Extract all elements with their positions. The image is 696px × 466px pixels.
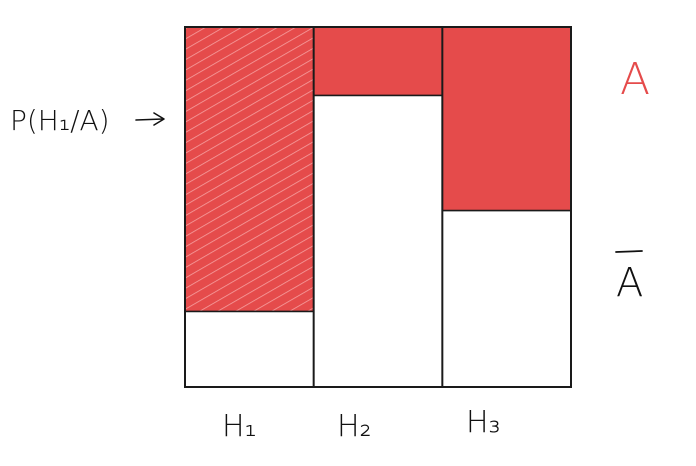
h1-hatch-region (185, 27, 314, 312)
hypothesis-label-h2: H₂ (337, 409, 372, 444)
column-h2 (313, 27, 443, 388)
pointer-arrow-icon (135, 112, 165, 126)
h2-event-region (313, 27, 443, 96)
event-a-label: A (620, 54, 650, 105)
column-h1 (185, 27, 314, 387)
hypothesis-label-h3: H₃ (466, 405, 501, 440)
h3-complement-region (442, 210, 571, 387)
h2-complement-region (313, 95, 443, 388)
hypothesis-label-h1: H₁ (222, 409, 257, 444)
event-not-a-label: A (615, 250, 643, 306)
outer-frame (184, 26, 572, 388)
h3-event-region (442, 27, 571, 211)
svg-text:A: A (616, 260, 643, 306)
column-h3 (442, 27, 571, 387)
pointer-label: P(H₁/A) (10, 104, 110, 137)
complement-bar (615, 250, 643, 253)
h1-complement-region (185, 311, 314, 387)
